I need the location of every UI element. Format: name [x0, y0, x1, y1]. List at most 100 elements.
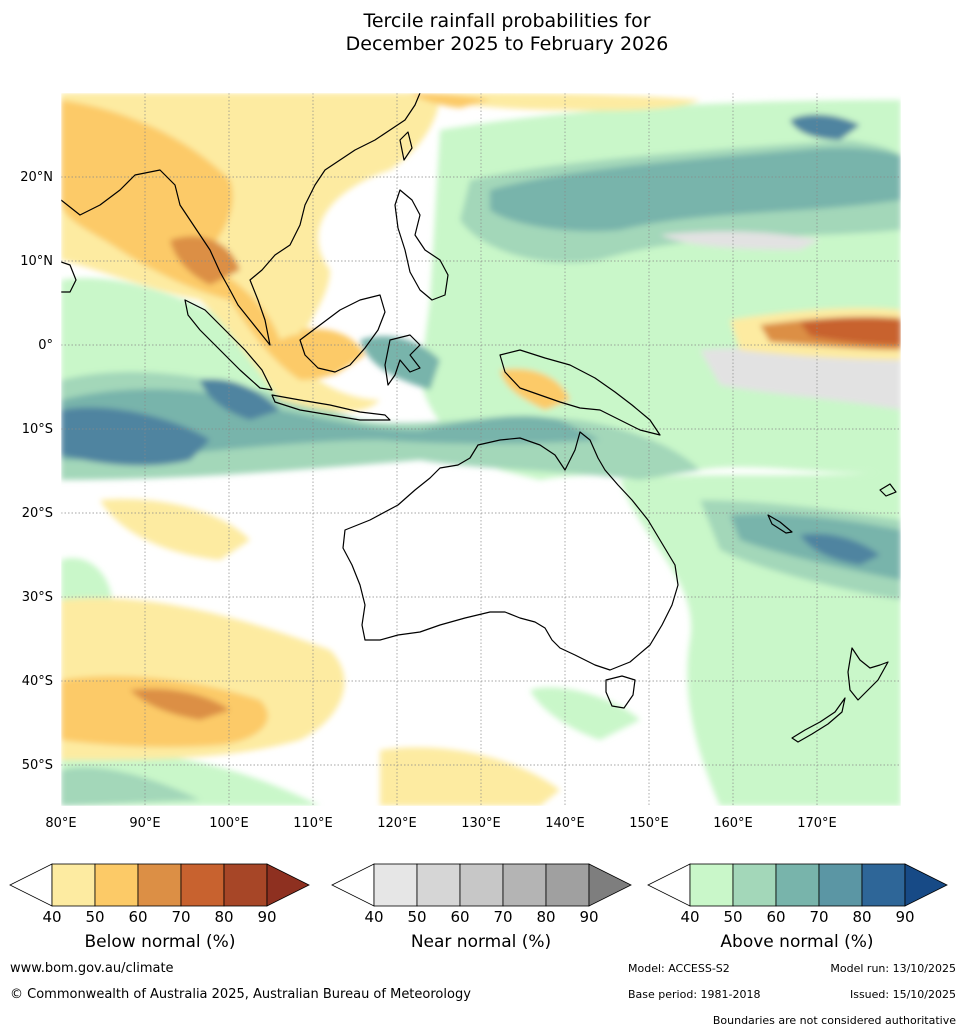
probability-fields [61, 93, 901, 806]
colorbar-segment [9, 863, 53, 907]
lat-tick-label: 10°S [22, 422, 53, 437]
lat-tick-labels: 20°N 10°N 0° 10°S 20°S 30°S 40°S 50°S [20, 170, 53, 773]
colorbar-below [9, 863, 310, 907]
lon-tick-label: 90°E [129, 816, 160, 831]
colorbar-tick-label: 80 [214, 908, 233, 926]
lat-tick-label: 10°N [20, 254, 53, 269]
lon-tick-label: 80°E [45, 816, 76, 831]
below-normal-area [410, 93, 490, 108]
lat-tick-label: 20°N [20, 170, 53, 185]
sri-lanka-coastline [61, 261, 77, 293]
lon-tick-label: 100°E [209, 816, 249, 831]
boundary-disclaimer: Boundaries are not considered authoritat… [712, 1014, 956, 1027]
java-coastline [271, 394, 391, 421]
colorbar-tick-label: 70 [809, 908, 828, 926]
colorbar-above-label: Above normal (%) [720, 932, 874, 952]
title-line-2: December 2025 to February 2026 [345, 33, 669, 55]
above-normal-area [360, 336, 440, 390]
map-title: Tercile rainfall probabilities for Decem… [0, 10, 965, 56]
australia-coastline [342, 431, 679, 671]
colorbar-segment [502, 863, 547, 907]
below-normal-area [380, 747, 560, 806]
colorbar-segment [51, 863, 96, 907]
colorbar-near [331, 863, 632, 907]
map-frame [60, 92, 902, 807]
lon-tick-label: 170°E [797, 816, 837, 831]
taiwan-coastline [399, 131, 413, 161]
colorbar-tick-label: 90 [257, 908, 276, 926]
above-normal-area [61, 767, 200, 806]
tasmania-coastline [605, 675, 636, 709]
lat-tick-label: 40°S [22, 674, 53, 689]
colorbar-segment [331, 863, 375, 907]
above-normal-area [800, 533, 880, 565]
colorbar-tick-label: 90 [895, 908, 914, 926]
copyright-text: © Commonwealth of Australia 2025, Austra… [10, 987, 471, 1002]
colorbar-tick-label: 50 [85, 908, 104, 926]
title-line-1: Tercile rainfall probabilities for [363, 10, 651, 32]
lat-tick-label: 50°S [22, 758, 53, 773]
above-normal-area [530, 687, 640, 740]
colorbar-tick-label: 70 [493, 908, 512, 926]
issued-date: Issued: 15/10/2025 [849, 988, 956, 1001]
lat-tick-label: 20°S [22, 506, 53, 521]
colorbar-segment [545, 863, 590, 907]
new-guinea-coastline [499, 349, 661, 436]
map-gridlines [61, 93, 901, 806]
below-normal-area [800, 317, 901, 345]
below-normal-area [130, 688, 230, 720]
colorbar-tick-label: 40 [364, 908, 383, 926]
lat-tick-label: 0° [38, 338, 53, 353]
base-period: Base period: 1981-2018 [628, 988, 761, 1001]
colorbar-segment [689, 863, 734, 907]
colorbar-tick-label: 70 [171, 908, 190, 926]
website-link[interactable]: www.bom.gov.au/climate [10, 961, 174, 976]
lon-tick-label: 120°E [377, 816, 417, 831]
colorbar-tick-label: 80 [852, 908, 871, 926]
below-normal-area [100, 499, 250, 560]
colorbar-segment [588, 863, 632, 907]
colorbar-segment [861, 863, 906, 907]
colorbar-tick-label: 60 [128, 908, 147, 926]
colorbar-segment [266, 863, 310, 907]
new-caledonia-coastline [767, 514, 793, 534]
above-normal-area [490, 147, 901, 232]
map-panel [61, 93, 901, 806]
colorbar-tick-label: 50 [723, 908, 742, 926]
sumatra-coastline [184, 299, 273, 391]
new-zealand-south-coastline [791, 697, 846, 743]
lon-tick-label: 160°E [713, 816, 753, 831]
colorbar-below-ticks: 40 50 60 70 80 90 [42, 908, 276, 926]
colorbar-tick-label: 40 [42, 908, 61, 926]
below-normal-area [61, 676, 268, 748]
colorbar-tick-label: 60 [450, 908, 469, 926]
coastlines [61, 93, 897, 743]
lon-tick-label: 130°E [461, 816, 501, 831]
colorbar-segment [373, 863, 418, 907]
above-normal-area [790, 114, 860, 140]
colorbar-segment [732, 863, 777, 907]
colorbar-tick-label: 80 [536, 908, 555, 926]
philippines-coastline [394, 189, 449, 301]
above-normal-area [61, 407, 210, 466]
colorbar-above [647, 863, 948, 907]
colorbar-segment [180, 863, 225, 907]
colorbar-tick-label: 50 [407, 908, 426, 926]
colorbar-segment [818, 863, 863, 907]
below-normal-area [420, 93, 700, 111]
colorbar-segment [904, 863, 948, 907]
colorbar-tick-label: 40 [680, 908, 699, 926]
colorbar-near-label: Near normal (%) [410, 932, 552, 952]
new-zealand-north-coastline [847, 647, 889, 701]
colorbar-tick-label: 60 [766, 908, 785, 926]
colorbar-segment [775, 863, 820, 907]
colorbar-segment [647, 863, 691, 907]
above-normal-area [200, 379, 280, 420]
colorbar-segment [94, 863, 139, 907]
borneo-coastline [299, 294, 386, 373]
colorbar-segment [137, 863, 182, 907]
fiji-coastline [879, 483, 897, 497]
model-name: Model: ACCESS-S2 [628, 962, 730, 975]
near-normal-area [660, 231, 820, 250]
